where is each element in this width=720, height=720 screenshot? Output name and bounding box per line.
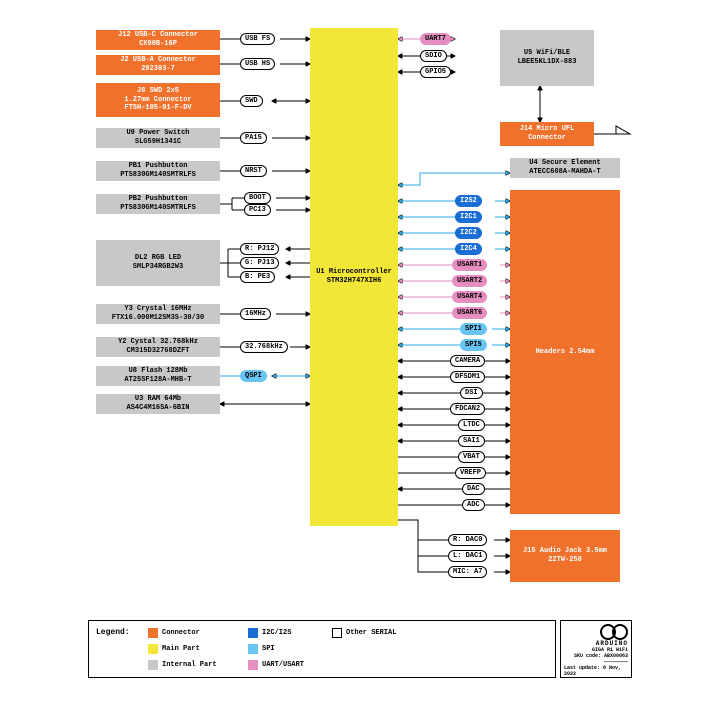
pill-g-pj13: G: PJ13 [240,257,279,269]
pill-qspi: QSPI [240,370,267,382]
blk-u4-secure: U4 Secure ElementATECC608A-MAHDA-T [510,158,620,178]
blk-j15-audio: J15 Audio Jack 3.5mm22TW-258 [510,530,620,582]
pill-r-dac0: R: DAC0 [448,534,487,546]
blk-j8-swd: J8 SWD 2x51.27mm ConnectorFTSH-105-01-F-… [96,83,220,117]
pill-usb-fs: USB FS [240,33,275,45]
pill-sdio: SDIO [420,50,447,62]
blk-u3-ram: U3 RAM 64MbAS4C4M16SA-6BIN [96,394,220,414]
blk-j12-usbc: J12 USB-C ConnectorCX90B-16P [96,30,220,50]
lg-internal: Internal Part [148,660,217,670]
pill-uart7: UART7 [420,33,451,45]
pill-usart4: USART4 [452,291,487,303]
pill-swd: SWD [240,95,263,107]
pill-r-pj12: R: PJ12 [240,243,279,255]
pill-usart6: USART6 [452,307,487,319]
pill-usart2: USART2 [452,275,487,287]
blk-pb2: PB2 PushbuttonPTS830GM140SMTRLFS [96,194,220,214]
pill-pc13: PC13 [244,204,271,216]
pill-pa15: PA15 [240,132,267,144]
pill-usb-hs: USB HS [240,58,275,70]
pill-spi5: SPI5 [460,339,487,351]
lg-connector: Connector [148,628,200,638]
pill-sai1: SAI1 [458,435,485,447]
blk-y2-xtal: Y2 Cystal 32.768kHzCM315D32768DZFT [96,337,220,357]
pill-i2c1: I2C1 [455,211,482,223]
lg-uart: UART/USART [248,660,304,670]
pill-adc: ADC [462,499,485,511]
pill-vbat: VBAT [458,451,485,463]
pill-vrefp: VREFP [455,467,486,479]
blk-y3-xtal: Y3 Crystal 16MHzFTX16.000M12SM3S-30/30 [96,304,220,324]
pill-nrst: NRST [240,165,267,177]
lg-mainpart: Main Part [148,644,200,654]
blk-u5-wifi: U5 WiFi/BLELBEE5KL1DX-883 [500,30,594,86]
blk-headers: Headers 2.54mm [510,190,620,514]
footer-l4: Last update: 8 Nov, 2022 [564,665,628,677]
blk-u8-flash: U8 Flash 128MbAT25SF128A-MHB-T [96,366,220,386]
pill-16mhz: 16MHz [240,308,271,320]
pill-boot: BOOT [244,192,271,204]
lg-i2c: I2C/I2S [248,628,291,638]
blk-dl2-rgb: DL2 RGB LEDSMLP34RGB2W3 [96,240,220,286]
pill-32khz: 32.768kHz [240,341,288,353]
blk-u9-power: U9 Power SwitchSLG59H1341C [96,128,220,148]
pill-i2c2: I2C2 [455,227,482,239]
lg-spi: SPI [248,644,275,654]
blk-pb1: PB1 PushbuttonPTS830GM140SMTRLFS [96,161,220,181]
pill-gpio5: GPIO5 [420,66,451,78]
lg-other: Other SERIAL [332,628,396,638]
pill-dac: DAC [462,483,485,495]
pill-spi1: SPI1 [460,323,487,335]
pill-fdcan2: FDCAN2 [450,403,485,415]
pill-i2s2: I2S2 [455,195,482,207]
footer-brand: ARDUINO [596,640,628,647]
pill-mic-a7: MIC: A7 [448,566,487,578]
pill-camera: CAMERA [450,355,485,367]
footer: ARDUINO GIGA R1 WiFi SKU code: ABX00063 … [564,624,628,677]
blk-u1-mcu: U1 MicrocontrollerSTM32H747XIH6 [310,28,398,526]
arduino-logo-icon [600,624,628,638]
pill-ltdc: LTDC [458,419,485,431]
pill-usart1: USART1 [452,259,487,271]
blk-j14-ufl: J14 Micro UFLConnector [500,122,594,146]
legend-title: Legend: [96,628,130,637]
diagram-canvas: J12 USB-C ConnectorCX90B-16P J2 USB-A Co… [0,0,720,720]
blk-j2-usba: J2 USB-A Connector292303-7 [96,55,220,75]
pill-l-dac1: L: DAC1 [448,550,487,562]
pill-dsi: DSI [460,387,483,399]
pill-b-pe3: B: PE3 [240,271,275,283]
pill-i2c4: I2C4 [455,243,482,255]
pill-dfsdm1: DFSDM1 [450,371,485,383]
